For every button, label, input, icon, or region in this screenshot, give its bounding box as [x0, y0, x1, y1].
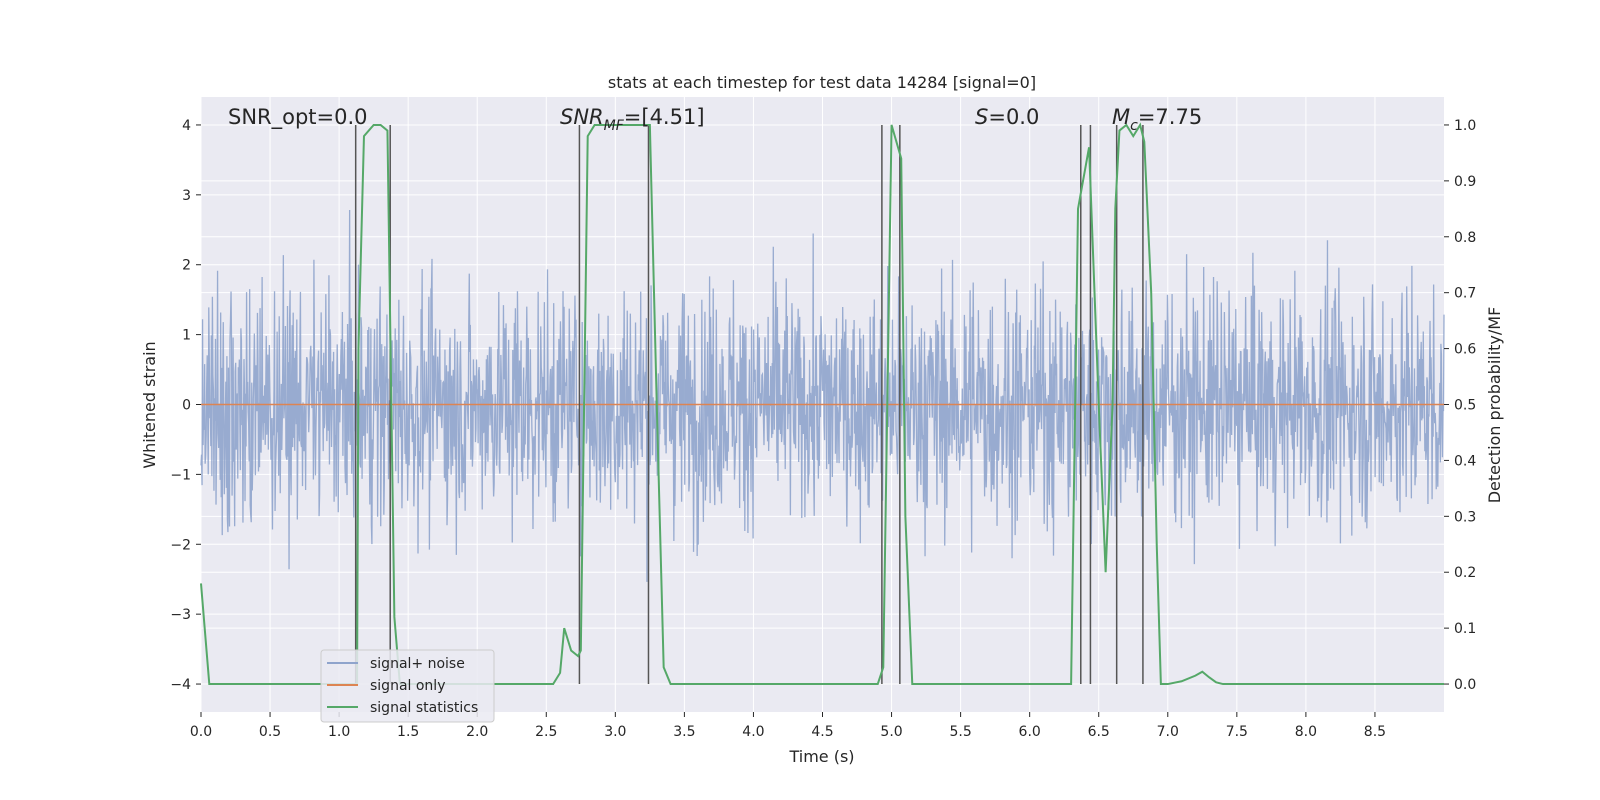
annotation-mc: Mc=7.75: [1112, 105, 1202, 134]
annotation-s-main: S: [975, 105, 988, 129]
x-tick-label: 0.0: [190, 724, 212, 740]
y-tick-label: 1: [182, 328, 191, 344]
y2-tick-label: 0.2: [1454, 565, 1476, 581]
y-tick-label: −1: [170, 467, 191, 483]
y-tick-label: −3: [170, 607, 191, 623]
y-tick-label: 4: [182, 118, 191, 134]
y-tick-label: 3: [182, 188, 191, 204]
legend-box: [320, 649, 495, 723]
y2-tick-label: 0.1: [1454, 621, 1476, 637]
annotation-snr-mf-sub: MF: [604, 118, 625, 134]
annotation-mc-main: M: [1112, 105, 1130, 129]
series-signal-noise: [200, 210, 1445, 582]
x-tick-label: 0.5: [259, 724, 281, 740]
annotation-s-value: =0.0: [988, 105, 1039, 129]
x-axis-label: Time (s): [788, 747, 854, 766]
series-signal-statistics: [200, 122, 1445, 686]
y2-tick-label: 0.0: [1454, 677, 1476, 693]
y2-tick-label: 0.3: [1454, 509, 1476, 525]
x-tick-label: 4.0: [742, 724, 764, 740]
annotation-snr-opt: SNR_opt=0.0: [228, 105, 368, 130]
y-tick-label: −4: [170, 677, 191, 693]
x-tick-label: 4.5: [811, 724, 833, 740]
chart-title: stats at each timestep for test data 142…: [608, 73, 1036, 92]
x-tick-label: 5.5: [949, 724, 971, 740]
y2-tick-label: 0.5: [1454, 398, 1476, 414]
x-tick-label: 3.5: [673, 724, 695, 740]
x-tick-label: 1.0: [328, 724, 350, 740]
x-tick-label: 6.5: [1088, 724, 1110, 740]
y-axis-label: Whitened strain: [140, 341, 159, 468]
y2-tick-label: 0.7: [1454, 286, 1476, 302]
x-tick-label: 6.0: [1019, 724, 1041, 740]
x-tick-label: 1.5: [397, 724, 419, 740]
x-tick-label: 7.5: [1226, 724, 1248, 740]
annotation-snr-mf-value: =[4.51]: [624, 105, 705, 129]
annotation-snr-mf: SNRMF=[4.51]: [560, 105, 705, 134]
y2-tick-label: 0.9: [1454, 174, 1476, 190]
x-axis-ticks: 0.0 0.5 1.0 1.5 2.0 2.5 3.0 3.5 4.0 4.5 5.0 5.5 6.0 6…: [190, 712, 1386, 740]
y2-tick-label: 0.8: [1454, 230, 1476, 246]
x-tick-label: 3.0: [604, 724, 626, 740]
legend-label-signal-noise: signal+ noise: [370, 656, 465, 672]
x-tick-label: 8.0: [1295, 724, 1317, 740]
y-tick-label: 2: [182, 258, 191, 274]
noise-line: [200, 210, 1445, 582]
y2-axis-label: Detection probability/MF: [1485, 307, 1504, 504]
legend-label-signal-only: signal only: [370, 678, 445, 694]
x-tick-label: 2.0: [466, 724, 488, 740]
x-tick-label: 5.0: [880, 724, 902, 740]
legend-label-signal-statistics: signal statistics: [370, 700, 478, 716]
y-tick-label: −2: [170, 537, 191, 553]
annotation-mc-value: =7.75: [1138, 105, 1202, 129]
annotation-snr-mf-main: SNR: [560, 105, 604, 129]
signal-statistics-line: [200, 122, 1444, 686]
y-tick-label: 0: [182, 398, 191, 414]
y2-tick-label: 0.6: [1454, 342, 1476, 358]
x-tick-label: 8.5: [1364, 724, 1386, 740]
vertical-marker-lines: [354, 124, 1144, 685]
y-axis-ticks: −4 −3 −2 −1 0 1 2 3 4: [170, 118, 201, 693]
y2-axis-ticks: 0.0 0.1 0.2 0.3 0.4 0.5 0.6 0.7 0.8 0.9 1.0: [1444, 118, 1476, 693]
x-tick-label: 2.5: [535, 724, 557, 740]
y2-tick-label: 1.0: [1454, 118, 1476, 134]
annotation-s: S=0.0: [975, 105, 1039, 129]
x-tick-label: 7.0: [1157, 724, 1179, 740]
y2-tick-label: 0.4: [1454, 453, 1476, 469]
annotation-mc-sub: c: [1130, 118, 1138, 134]
legend: signal+ noise signal only signal statist…: [320, 649, 495, 723]
